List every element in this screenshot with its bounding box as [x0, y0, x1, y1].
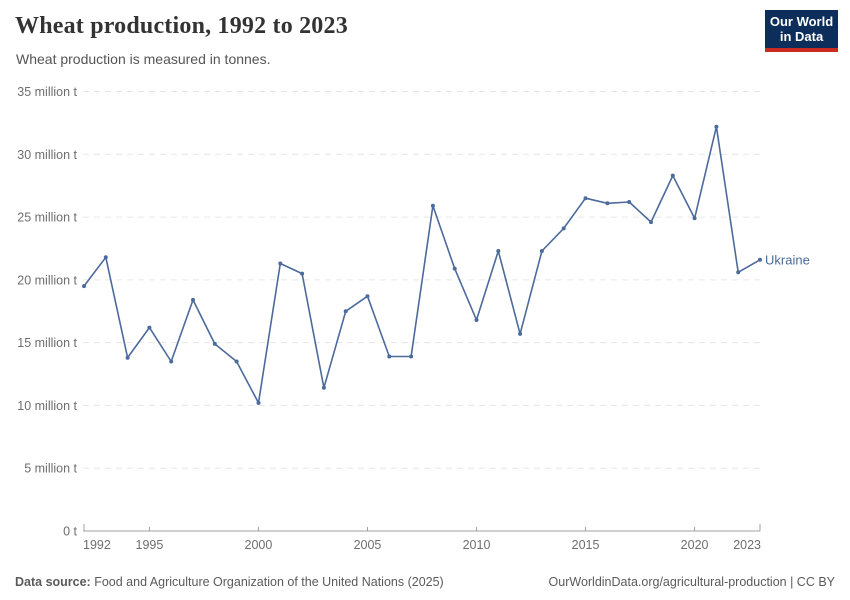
data-source-label: Data source:: [15, 575, 91, 589]
logo-line-1: Our World: [769, 14, 834, 29]
x-tick-label: 2010: [463, 538, 491, 552]
y-tick-label: 30 million t: [17, 148, 77, 162]
data-point: [343, 309, 348, 314]
data-point: [169, 359, 174, 364]
data-point: [649, 220, 653, 225]
x-tick-label: 2020: [681, 538, 709, 552]
data-point: [387, 354, 392, 359]
entity-label: Ukraine: [765, 252, 810, 267]
x-tick-label: 1992: [83, 538, 111, 552]
x-tick-label: 2000: [245, 538, 273, 552]
x-tick-label: 2005: [354, 538, 382, 552]
chart-subtitle: Wheat production is measured in tonnes.: [16, 51, 271, 67]
data-point: [496, 249, 501, 253]
data-point: [714, 124, 719, 129]
trend-line: [83, 125, 761, 404]
data-point: [125, 355, 130, 360]
y-tick-label: 35 million t: [17, 85, 77, 99]
logo-accent-bar: [765, 48, 838, 52]
y-tick-label: 10 million t: [17, 399, 77, 413]
page-title: Wheat production, 1992 to 2023: [15, 13, 348, 39]
data-point: [474, 318, 479, 322]
data-point: [561, 226, 566, 231]
data-point: [409, 354, 414, 359]
x-tick-label: 2023: [733, 538, 761, 552]
y-tick-label: 0 t: [63, 525, 77, 539]
data-point: [583, 196, 588, 201]
x-tick-label: 2015: [572, 538, 600, 552]
owid-logo[interactable]: Our World in Data: [765, 10, 838, 52]
data-point: [321, 385, 326, 390]
data-point: [256, 400, 261, 405]
data-point: [452, 266, 457, 271]
y-tick-label: 15 million t: [17, 336, 77, 350]
data-source-text: Food and Agriculture Organization of the…: [90, 575, 444, 589]
data-point: [212, 341, 217, 346]
data-point: [605, 201, 610, 206]
data-point: [191, 297, 195, 302]
data-source: Data source: Food and Agriculture Organi…: [15, 575, 444, 589]
y-tick-label: 20 million t: [17, 273, 77, 287]
y-tick-label: 25 million t: [17, 211, 77, 225]
data-point: [627, 200, 632, 204]
data-point: [539, 249, 544, 253]
data-point: [365, 294, 370, 299]
data-point: [670, 173, 675, 178]
data-point: [82, 284, 86, 289]
data-point: [692, 216, 697, 221]
data-point: [103, 255, 108, 260]
logo-line-2: in Data: [779, 29, 824, 44]
data-point: [300, 271, 305, 276]
data-point: [234, 359, 239, 364]
data-point: [147, 325, 152, 330]
data-point: [736, 270, 741, 275]
data-point: [278, 261, 283, 266]
data-point: [518, 331, 523, 336]
owid-link[interactable]: OurWorldinData.org/agricultural-producti…: [548, 575, 835, 589]
chart-footer: Data source: Food and Agriculture Organi…: [15, 575, 835, 589]
x-tick-label: 1995: [136, 538, 164, 552]
data-point: [430, 203, 435, 208]
data-point: [758, 257, 762, 262]
y-tick-label: 5 million t: [24, 462, 77, 476]
